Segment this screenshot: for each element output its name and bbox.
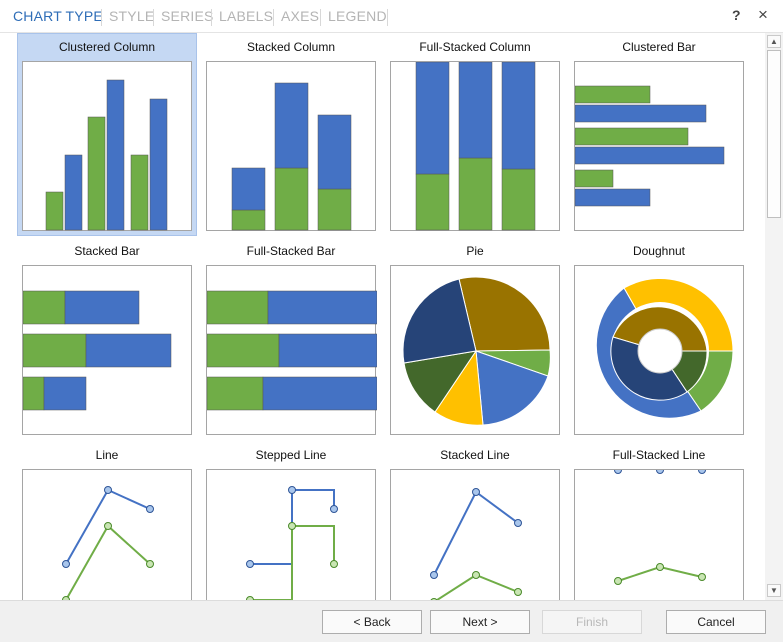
- stacked-bar-chart-icon: [22, 265, 192, 435]
- pie-chart-icon: [390, 265, 560, 435]
- gallery-scrollbar[interactable]: ▲ ▼: [765, 33, 783, 600]
- tab-divider: [211, 9, 212, 26]
- stacked-line-chart-icon: [390, 469, 560, 600]
- cancel-button[interactable]: Cancel: [666, 610, 766, 634]
- tab-legend[interactable]: LEGEND: [328, 8, 387, 24]
- tab-series[interactable]: SERIES: [161, 8, 214, 24]
- chart-type-full-stacked-column[interactable]: Full-Stacked Column: [386, 34, 564, 235]
- next-button[interactable]: Next >: [430, 610, 530, 634]
- tab-chart-type[interactable]: CHART TYPE: [13, 8, 103, 24]
- chart-type-doughnut[interactable]: Doughnut: [570, 238, 748, 439]
- scroll-up-arrow-icon[interactable]: ▲: [767, 35, 781, 48]
- tab-divider: [320, 9, 321, 26]
- line-chart-icon: [22, 469, 192, 600]
- full-stacked-column-chart-icon: [390, 61, 560, 231]
- wizard-footer: < Back Next > Finish Cancel: [0, 600, 783, 642]
- tab-divider: [387, 9, 388, 26]
- chart-type-label: Full-Stacked Column: [419, 40, 531, 54]
- stacked-column-chart-icon: [206, 61, 376, 231]
- tab-style[interactable]: STYLE: [109, 8, 155, 24]
- stepped-line-chart-icon: [206, 469, 376, 600]
- chart-type-label: Clustered Column: [58, 40, 156, 54]
- chart-type-label: Full-Stacked Bar: [246, 244, 336, 258]
- tab-divider: [101, 9, 102, 26]
- chart-type-stacked-bar[interactable]: Stacked Bar: [18, 238, 196, 439]
- chart-type-stacked-column[interactable]: Stacked Column: [202, 34, 380, 235]
- clustered-column-chart-icon: [22, 61, 192, 231]
- doughnut-chart-icon: [574, 265, 744, 435]
- tab-divider: [153, 9, 154, 26]
- wizard-tab-bar: CHART TYPE STYLE SERIES LABELS AXES LEGE…: [0, 0, 783, 33]
- chart-type-full-stacked-bar[interactable]: Full-Stacked Bar: [202, 238, 380, 439]
- chart-type-stepped-line[interactable]: Stepped Line: [202, 442, 380, 600]
- chart-type-full-stacked-line[interactable]: Full-Stacked Line: [570, 442, 748, 600]
- full-stacked-bar-chart-icon: [206, 265, 377, 435]
- tab-axes[interactable]: AXES: [281, 8, 320, 24]
- clustered-bar-chart-icon: [574, 61, 744, 231]
- chart-type-label: Pie: [466, 244, 484, 258]
- tab-labels[interactable]: LABELS: [219, 8, 274, 24]
- tab-divider: [273, 9, 274, 26]
- chart-type-label: Stacked Line: [440, 448, 510, 462]
- close-icon[interactable]: ×: [758, 5, 768, 24]
- finish-button: Finish: [542, 610, 642, 634]
- chart-type-label: Stepped Line: [255, 448, 327, 462]
- full-stacked-line-chart-icon: [574, 469, 744, 600]
- chart-type-line[interactable]: Line: [18, 442, 196, 600]
- chart-type-label: Stacked Column: [246, 40, 336, 54]
- chart-type-clustered-column[interactable]: Clustered Column: [17, 33, 197, 236]
- scrollbar-thumb[interactable]: [767, 50, 781, 218]
- scroll-down-arrow-icon[interactable]: ▼: [767, 584, 781, 597]
- help-icon[interactable]: ?: [732, 7, 741, 23]
- chart-type-stacked-line[interactable]: Stacked Line: [386, 442, 564, 600]
- chart-type-pie[interactable]: Pie: [386, 238, 564, 439]
- chart-type-label: Full-Stacked Line: [612, 448, 706, 462]
- chart-type-label: Doughnut: [632, 244, 686, 258]
- chart-type-gallery: Clustered Column Stacked Column: [0, 33, 764, 600]
- chart-type-clustered-bar[interactable]: Clustered Bar: [570, 34, 748, 235]
- chart-type-label: Clustered Bar: [622, 40, 696, 54]
- chart-type-label: Stacked Bar: [74, 244, 140, 258]
- chart-type-label: Line: [95, 448, 119, 462]
- back-button[interactable]: < Back: [322, 610, 422, 634]
